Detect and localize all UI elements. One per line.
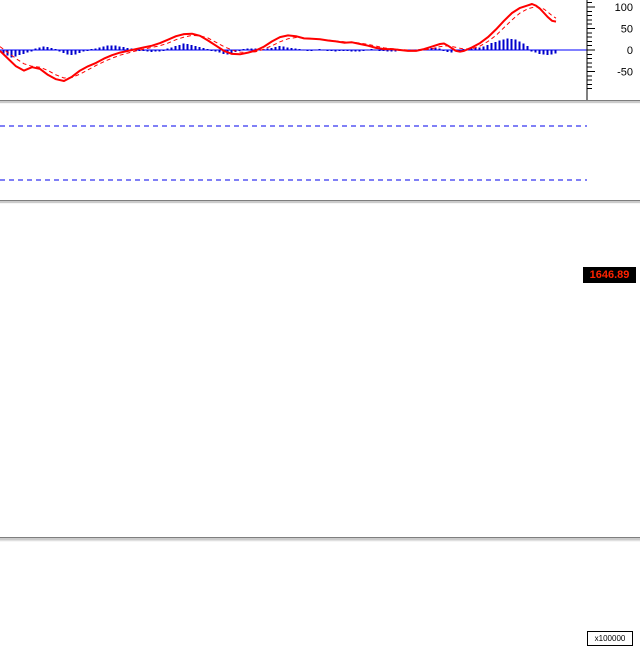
panel-splitter-stoch-price[interactable] (0, 200, 640, 204)
panel-splitter-price-volume[interactable] (0, 537, 640, 542)
macd-panel[interactable]: 100 50 0 -50 (0, 0, 640, 100)
svg-text:-50: -50 (617, 67, 633, 79)
volume-scale-note: x100000 (587, 631, 633, 646)
panel-splitter-macd-stoch[interactable] (0, 100, 640, 104)
last-price-label: 1646.89 (583, 267, 636, 283)
svg-text:100: 100 (615, 2, 633, 14)
svg-text:0: 0 (627, 45, 633, 57)
svg-text:50: 50 (621, 24, 633, 36)
stochastic-panel[interactable] (0, 104, 640, 200)
